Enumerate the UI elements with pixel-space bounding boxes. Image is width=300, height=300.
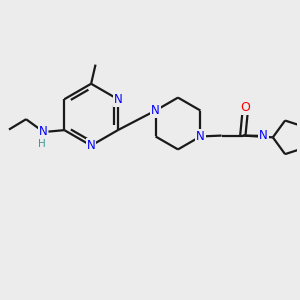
Text: H: H — [38, 139, 46, 149]
Text: O: O — [240, 101, 250, 114]
Text: N: N — [87, 139, 95, 152]
Text: N: N — [113, 93, 122, 106]
Text: N: N — [196, 130, 205, 143]
Text: N: N — [259, 129, 268, 142]
Text: N: N — [151, 104, 160, 117]
Text: N: N — [39, 125, 47, 138]
